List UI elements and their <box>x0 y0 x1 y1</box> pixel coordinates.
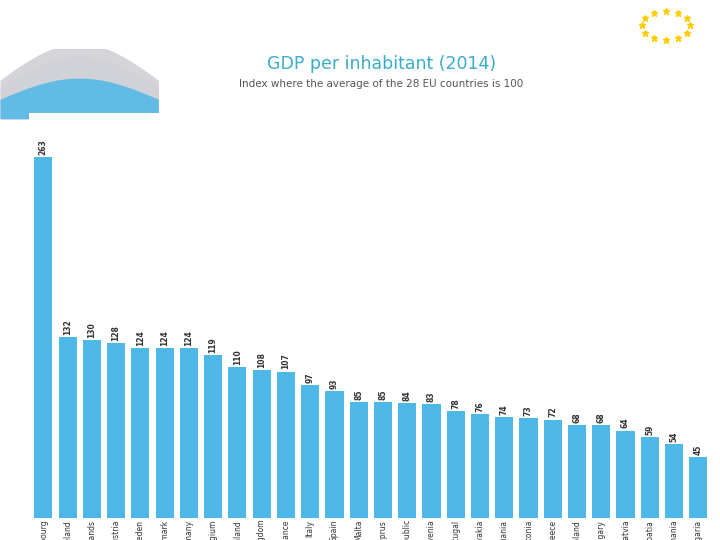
Bar <box>107 343 125 518</box>
Bar <box>495 417 513 518</box>
Text: 85: 85 <box>379 389 387 400</box>
Bar <box>253 370 271 518</box>
Text: GDP per inhabitant: the spread of wealth: GDP per inhabitant: the spread of wealth <box>16 18 386 36</box>
Text: 74: 74 <box>500 404 509 415</box>
Bar <box>350 402 368 518</box>
Text: 110: 110 <box>233 349 242 366</box>
Text: 108: 108 <box>257 352 266 368</box>
Text: 124: 124 <box>160 330 169 346</box>
Bar <box>641 437 659 518</box>
Text: 68: 68 <box>572 413 582 423</box>
Bar <box>471 414 489 518</box>
Bar <box>398 403 416 518</box>
Bar <box>374 402 392 518</box>
Text: 130: 130 <box>87 322 96 338</box>
Bar <box>204 355 222 518</box>
Text: 45: 45 <box>694 444 703 455</box>
Text: 78: 78 <box>451 399 460 409</box>
Bar <box>131 348 150 518</box>
Text: 97: 97 <box>306 373 315 383</box>
Text: 107: 107 <box>282 354 290 369</box>
Text: 83: 83 <box>427 392 436 402</box>
Bar <box>519 418 538 518</box>
Bar <box>616 430 634 518</box>
Text: GDP per inhabitant (2014): GDP per inhabitant (2014) <box>267 55 496 73</box>
Text: 73: 73 <box>524 406 533 416</box>
Bar <box>35 157 53 518</box>
Text: Index where the average of the 28 EU countries is 100: Index where the average of the 28 EU cou… <box>240 79 523 89</box>
Bar <box>83 340 101 518</box>
Bar <box>446 411 465 518</box>
Text: 64: 64 <box>621 418 630 428</box>
Text: 119: 119 <box>209 337 217 353</box>
Bar <box>58 337 77 518</box>
Bar <box>180 348 198 518</box>
Bar <box>228 367 246 518</box>
Text: 93: 93 <box>330 378 339 389</box>
Text: 132: 132 <box>63 319 72 335</box>
Bar <box>568 425 586 518</box>
Bar <box>544 420 562 518</box>
Text: 263: 263 <box>39 139 48 156</box>
Bar <box>156 348 174 518</box>
Text: 72: 72 <box>548 407 557 417</box>
Text: 124: 124 <box>136 330 145 346</box>
Bar <box>325 391 343 518</box>
Text: 76: 76 <box>475 401 485 412</box>
Bar <box>276 372 295 518</box>
Bar <box>301 385 319 518</box>
Text: 124: 124 <box>184 330 194 346</box>
Bar <box>423 404 441 518</box>
Text: 59: 59 <box>645 425 654 435</box>
Text: 84: 84 <box>402 390 412 401</box>
Text: 54: 54 <box>670 432 678 442</box>
Text: 68: 68 <box>597 413 606 423</box>
Bar <box>592 425 611 518</box>
Text: 128: 128 <box>112 325 121 341</box>
Bar <box>665 444 683 518</box>
Bar <box>689 457 707 518</box>
Text: 85: 85 <box>354 389 363 400</box>
